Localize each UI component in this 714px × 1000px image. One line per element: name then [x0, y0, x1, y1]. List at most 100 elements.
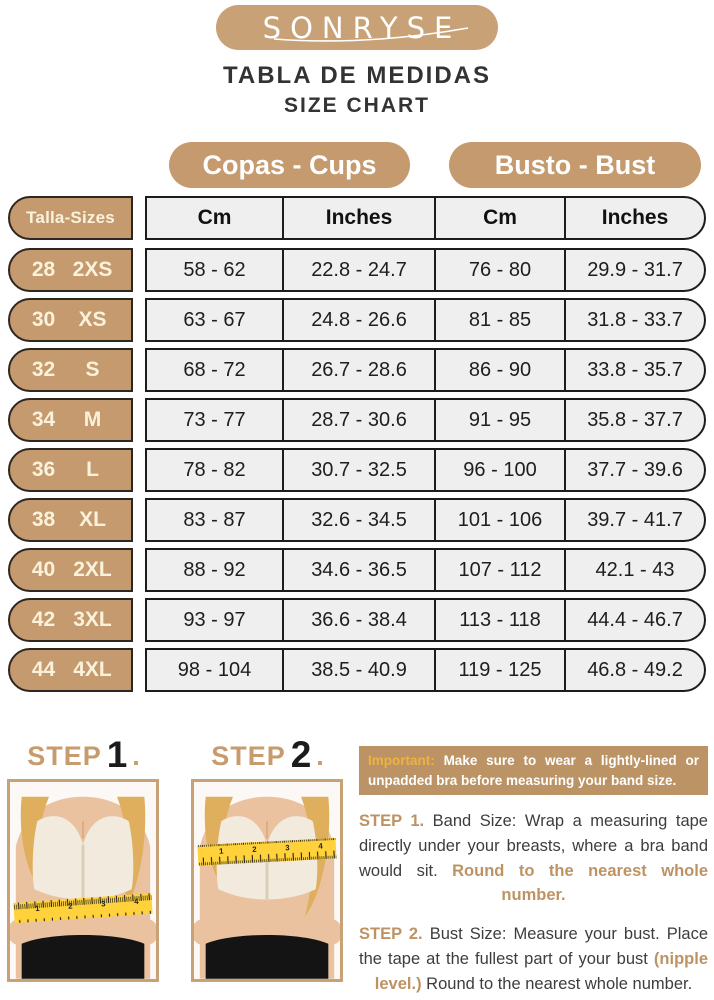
bust-inches-value: 39.7 - 41.7 [564, 500, 704, 540]
brand-logo: SONRYSE [216, 5, 498, 50]
row-cells: 68 - 72 26.7 - 28.6 86 - 90 33.8 - 35.7 [145, 348, 706, 392]
measuring-instructions-section: STEP 1 . [0, 736, 714, 996]
bust-header-pill: Busto - Bust [449, 142, 701, 188]
step2-column: STEP 2 . [191, 736, 344, 996]
band-size: 32 [31, 358, 56, 381]
band-size: 44 [31, 658, 56, 681]
bust-cm-value: 86 - 90 [434, 350, 564, 390]
cups-inches-value: 30.7 - 32.5 [282, 450, 434, 490]
tape-number: 4 [134, 897, 140, 906]
size-label: S [85, 358, 100, 381]
size-label: 2XS [72, 258, 113, 281]
cups-inches-value: 36.6 - 38.4 [282, 600, 434, 640]
bust-cm-value: 81 - 85 [434, 300, 564, 340]
important-text: Make sure to wear a lightly-lined or unp… [368, 753, 699, 788]
row-cells: 58 - 62 22.8 - 24.7 76 - 80 29.9 - 31.7 [145, 248, 706, 292]
tape-number: 3 [101, 899, 107, 908]
step-word: STEP [27, 741, 102, 771]
step1-heading: STEP 1 . [7, 734, 160, 776]
band-size: 40 [31, 558, 56, 581]
table-row: 44 4XL 98 - 104 38.5 - 40.9 119 - 125 46… [0, 648, 714, 692]
column-header-cups-cm: Cm [197, 206, 232, 229]
bust-cm-value: 113 - 118 [434, 600, 564, 640]
cups-cm-value: 98 - 104 [177, 658, 252, 681]
cups-cm-value: 73 - 77 [183, 408, 246, 431]
cups-header-pill: Copas - Cups [169, 142, 410, 188]
step2-heading: STEP 2 . [191, 734, 344, 776]
title-english: SIZE CHART [284, 94, 430, 117]
row-cells: 78 - 82 30.7 - 32.5 96 - 100 37.7 - 39.6 [145, 448, 706, 492]
size-table: Talla-Sizes Cm Inches Cm Inches 28 2XS 5… [0, 196, 714, 692]
tape-number: 2 [68, 901, 74, 910]
bust-inches-value: 46.8 - 49.2 [564, 650, 704, 690]
step2-model-photo: 1 2 3 4 [191, 779, 343, 982]
band-size: 38 [31, 508, 56, 531]
bust-cm-value: 96 - 100 [434, 450, 564, 490]
corner-label-pill: Talla-Sizes [8, 196, 133, 240]
band-size: 30 [31, 308, 56, 331]
cups-inches-value: 34.6 - 36.5 [282, 550, 434, 590]
step-number: 2 [290, 734, 312, 776]
row-cells: 93 - 97 36.6 - 38.4 113 - 118 44.4 - 46.… [145, 598, 706, 642]
measuring-tape-illustration: 1 2 3 4 [197, 837, 337, 866]
cups-inches-value: 26.7 - 28.6 [282, 350, 434, 390]
table-row: 40 2XL 88 - 92 34.6 - 36.5 107 - 112 42.… [0, 548, 714, 592]
bust-inches-value: 44.4 - 46.7 [564, 600, 704, 640]
bust-cm-value: 107 - 112 [434, 550, 564, 590]
cups-inches-value: 24.8 - 26.6 [282, 300, 434, 340]
size-label: L [86, 458, 99, 481]
step-period: . [316, 741, 324, 771]
step1-model-photo: 1 2 3 4 [7, 779, 159, 982]
size-pill: 40 2XL [8, 548, 133, 592]
bust-inches-value: 42.1 - 43 [564, 550, 704, 590]
column-group-headers: Copas - Cups Busto - Bust [0, 142, 714, 188]
step-photos: STEP 1 . [0, 736, 344, 996]
row-cells: 98 - 104 38.5 - 40.9 119 - 125 46.8 - 49… [145, 648, 706, 692]
bust-inches-value: 29.9 - 31.7 [564, 250, 704, 290]
step-number: 1 [106, 734, 128, 776]
cups-cm-value: 88 - 92 [183, 558, 246, 581]
step-word: STEP [211, 741, 286, 771]
cups-inches-value: 22.8 - 24.7 [282, 250, 434, 290]
step1-instructions: STEP 1. Band Size: Wrap a measuring tape… [359, 809, 708, 908]
step2-highlight: (nipple level.) [374, 949, 708, 993]
measuring-tape-illustration: 1 2 3 4 [13, 893, 153, 924]
tape-number: 3 [285, 843, 290, 852]
table-row: 38 XL 83 - 87 32.6 - 34.5 101 - 106 39.7… [0, 498, 714, 542]
bust-cm-value: 101 - 106 [434, 500, 564, 540]
instructions-text-column: Important: Make sure to wear a lightly-l… [344, 736, 714, 996]
cups-cm-value: 78 - 82 [183, 458, 246, 481]
size-pill: 34 M [8, 398, 133, 442]
band-size: 28 [31, 258, 56, 281]
size-pill: 32 S [8, 348, 133, 392]
step1-column: STEP 1 . [7, 736, 160, 996]
band-size: 36 [31, 458, 56, 481]
table-row: 36 L 78 - 82 30.7 - 32.5 96 - 100 37.7 -… [0, 448, 714, 492]
bust-cm-value: 91 - 95 [434, 400, 564, 440]
size-pill: 42 3XL [8, 598, 133, 642]
bust-cm-value: 119 - 125 [434, 650, 564, 690]
size-label: M [83, 408, 102, 431]
row-cells: 63 - 67 24.8 - 26.6 81 - 85 31.8 - 33.7 [145, 298, 706, 342]
column-header-cups-inches: Inches [282, 198, 434, 238]
table-row: 42 3XL 93 - 97 36.6 - 38.4 113 - 118 44.… [0, 598, 714, 642]
tape-number: 2 [252, 845, 257, 854]
brand-logo-text: SONRYSE [262, 10, 462, 45]
column-header-bust-cm: Cm [434, 198, 564, 238]
step-period: . [132, 741, 140, 771]
cups-cm-value: 93 - 97 [183, 608, 246, 631]
step2-body1: Bust Size: Measure your bust. Place the … [359, 925, 708, 968]
size-label: XL [79, 508, 106, 531]
cups-cm-value: 63 - 67 [183, 308, 246, 331]
size-pill: 36 L [8, 448, 133, 492]
column-headers: Cm Inches Cm Inches [145, 196, 706, 240]
cups-inches-value: 38.5 - 40.9 [282, 650, 434, 690]
pants-illustration [205, 935, 329, 979]
bust-inches-value: 33.8 - 35.7 [564, 350, 704, 390]
band-size: 34 [31, 408, 56, 431]
size-pill: 38 XL [8, 498, 133, 542]
cups-inches-value: 28.7 - 30.6 [282, 400, 434, 440]
cups-inches-value: 32.6 - 34.5 [282, 500, 434, 540]
tape-number: 4 [318, 841, 323, 850]
